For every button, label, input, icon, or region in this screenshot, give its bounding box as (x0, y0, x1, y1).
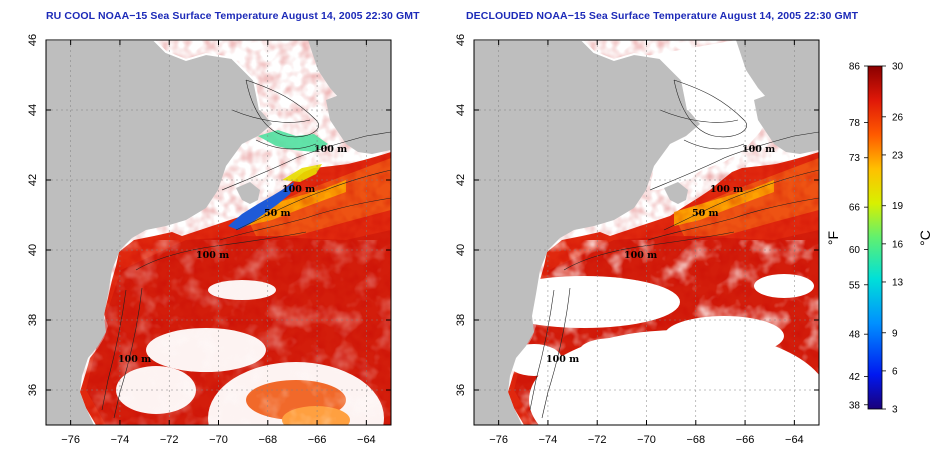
fahrenheit-tick-label: 38 (849, 400, 861, 411)
bathymetry-contour (245, 79, 319, 138)
fahrenheit-tick-label: 86 (849, 62, 861, 73)
contour-depth-label: 50 m (692, 208, 719, 219)
sst-georges-bank (282, 164, 322, 182)
bathymetry-contour (541, 287, 571, 419)
lon-tick-label: −66 (308, 434, 327, 446)
bathymetry-contour (101, 289, 127, 411)
fahrenheit-tick-label: 60 (849, 245, 861, 256)
bathymetry-contour (113, 287, 143, 419)
lon-tick-label: −72 (588, 434, 607, 446)
lat-tick-label: 42 (27, 174, 39, 186)
lat-tick-label: 46 (27, 34, 39, 46)
contour-depth-label: 100 m (742, 144, 775, 155)
right-map-area: 100 m 100 m 50 m 100 m 100 m (474, 40, 819, 425)
bathymetry-contour (221, 131, 391, 191)
colorbar: 30 26 23 19 16 13 9 6 3 86 78 73 66 60 55 48 42 38 °F °C (825, 62, 933, 416)
bathymetry-contour (135, 231, 307, 271)
lon-tick-label: −64 (785, 434, 804, 446)
bathymetry-contour (231, 109, 311, 123)
left-map-title: RU COOL NOAA−15 Sea Surface Temperature … (46, 10, 420, 22)
celsius-tick-label: 23 (892, 150, 904, 161)
lon-tick-label: −66 (736, 434, 755, 446)
colorbar-gradient-bar (867, 65, 883, 410)
land-nova-scotia (326, 94, 391, 154)
bathymetry-contour (683, 139, 745, 150)
celsius-tick-label: 16 (892, 239, 904, 250)
land-new-brunswick (308, 40, 391, 120)
land-mainland (46, 40, 272, 425)
contour-depth-label: 100 m (314, 144, 347, 155)
fahrenheit-tick-label: 78 (849, 118, 861, 129)
lon-tick-label: −72 (160, 434, 179, 446)
bathymetry-contour (649, 131, 819, 191)
fahrenheit-tick-label: 66 (849, 203, 861, 214)
bathymetry-contour (529, 289, 555, 411)
celsius-tick-label: 13 (892, 277, 904, 288)
celsius-tick-label: 3 (892, 405, 898, 416)
celsius-tick-label: 26 (892, 112, 904, 123)
bathymetry-contour (673, 79, 747, 138)
celsius-tick-label: 19 (892, 201, 904, 212)
contour-depth-label: 100 m (546, 354, 579, 365)
right-map-panel: 100 m 100 m 50 m 100 m 100 m −76 −74 −72 −70 −68 −… (455, 34, 820, 446)
left-map-panel: 100 m 100 m 50 m 100 m 100 m −76 −74 −72 −70 −68 −… (27, 34, 392, 446)
land-nova-scotia (754, 94, 819, 154)
contour-depth-label: 100 m (196, 250, 229, 261)
lat-tick-label: 46 (455, 34, 467, 46)
bathymetry-contour (647, 197, 819, 241)
sst-cold-shelf (228, 182, 294, 230)
lat-tick-label: 38 (27, 314, 39, 326)
lat-tick-label: 36 (27, 384, 39, 396)
fahrenheit-tick-label: 55 (849, 280, 861, 291)
lon-tick-label: −70 (637, 434, 656, 446)
fahrenheit-tick-label: 48 (849, 330, 861, 341)
land-new-brunswick (736, 40, 819, 120)
lat-tick-label: 36 (455, 384, 467, 396)
lon-tick-label: −76 (489, 434, 508, 446)
lon-tick-label: −70 (209, 434, 228, 446)
bathymetry-contour (663, 169, 819, 231)
celsius-tick-label: 9 (892, 328, 898, 339)
bathymetry-contour (235, 169, 391, 231)
bathymetry-contour (219, 197, 391, 241)
lon-tick-label: −64 (357, 434, 376, 446)
contour-depth-label: 100 m (710, 184, 743, 195)
land-cape-cod (664, 182, 688, 204)
lat-tick-label: 40 (455, 244, 467, 256)
decloud-gulf-maine (624, 40, 774, 190)
contour-depth-label: 100 m (624, 250, 657, 261)
lat-tick-label: 44 (455, 104, 467, 116)
lat-tick-label: 38 (455, 314, 467, 326)
land-mainland (474, 40, 700, 425)
lat-tick-label: 42 (455, 174, 467, 186)
contour-depth-label: 100 m (118, 354, 151, 365)
fahrenheit-tick-label: 42 (849, 372, 861, 383)
lon-tick-label: −68 (686, 434, 705, 446)
celsius-tick-label: 30 (892, 62, 904, 73)
lat-tick-label: 40 (27, 244, 39, 256)
celsius-unit-label: °C (917, 230, 933, 246)
sst-gulf-maine-cool (258, 130, 328, 152)
bathymetry-contour (563, 231, 735, 271)
coast-highlight (474, 40, 689, 111)
lon-tick-label: −74 (111, 434, 130, 446)
contour-depth-label: 100 m (282, 184, 315, 195)
land-cape-cod (236, 182, 260, 204)
contour-depth-label: 50 m (264, 208, 291, 219)
bathymetry-contour (255, 139, 317, 150)
lon-tick-label: −76 (61, 434, 80, 446)
lon-tick-label: −68 (258, 434, 277, 446)
coast-highlight (46, 40, 261, 111)
lon-tick-label: −74 (539, 434, 558, 446)
bathymetry-contour (659, 109, 739, 123)
fahrenheit-tick-label: 73 (849, 153, 861, 164)
fahrenheit-unit-label: °F (825, 231, 841, 245)
celsius-tick-label: 6 (892, 366, 898, 377)
right-map-title: DECLOUDED NOAA−15 Sea Surface Temperatur… (466, 10, 859, 22)
left-map-area: 100 m 100 m 50 m 100 m 100 m (46, 40, 391, 425)
lat-tick-label: 44 (27, 104, 39, 116)
